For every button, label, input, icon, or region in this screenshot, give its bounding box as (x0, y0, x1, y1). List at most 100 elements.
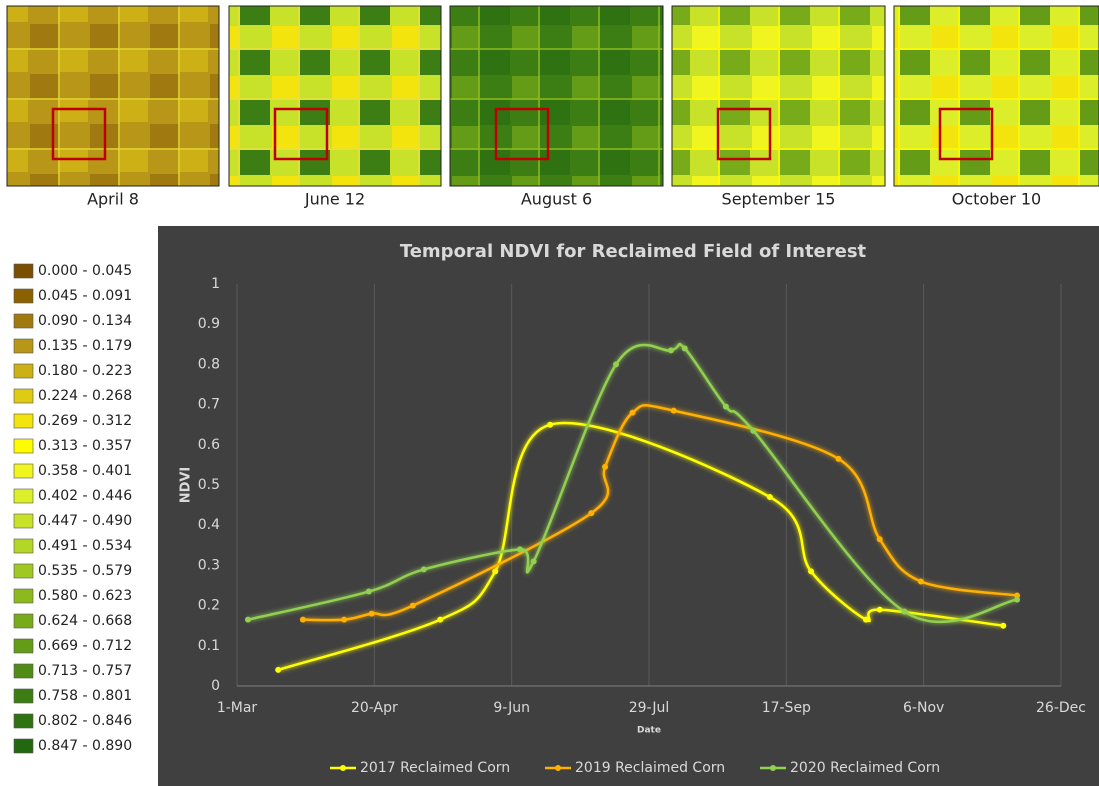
data-point (613, 361, 619, 367)
legend-swatch (14, 664, 33, 678)
legend-label: 0.135 - 0.179 (38, 338, 132, 354)
data-point (369, 611, 375, 617)
legend-label: 0.090 - 0.134 (38, 313, 132, 329)
data-point (341, 617, 347, 623)
data-point (918, 578, 924, 584)
data-point (300, 617, 306, 623)
legend-marker (340, 765, 346, 771)
legend-label: 0.180 - 0.223 (38, 363, 132, 379)
data-point (602, 464, 608, 470)
y-axis-title: NDVI (179, 467, 194, 504)
data-point (531, 558, 537, 564)
satellite-image (7, 6, 219, 186)
legend-label: 0.713 - 0.757 (38, 663, 132, 679)
data-point (682, 345, 688, 351)
legend-swatch (14, 439, 33, 453)
legend-swatch (14, 389, 33, 403)
legend-label: 0.045 - 0.091 (38, 288, 132, 304)
data-point (492, 568, 498, 574)
figure: Temporal NDVI for Reclaimed Field of Int… (0, 0, 1099, 786)
legend-swatch (14, 639, 33, 653)
x-tick-label: 6-Nov (903, 700, 944, 716)
y-tick-label: 1 (211, 276, 220, 292)
legend-swatch (14, 514, 33, 528)
image-caption: August 6 (521, 190, 592, 209)
data-point (588, 510, 594, 516)
image-caption: April 8 (87, 190, 139, 209)
legend-swatch (14, 289, 33, 303)
y-tick-label: 0.2 (198, 598, 220, 614)
y-tick-label: 0.3 (198, 557, 220, 573)
legend-label: 0.535 - 0.579 (38, 563, 132, 579)
satellite-image (672, 6, 885, 186)
x-tick-label: 9-Jun (493, 700, 530, 716)
y-tick-label: 0.9 (198, 316, 220, 332)
data-point (668, 347, 674, 353)
legend-label: 0.269 - 0.312 (38, 413, 132, 429)
legend-label: 0.580 - 0.623 (38, 588, 132, 604)
legend-label: 0.224 - 0.268 (38, 388, 132, 404)
data-point (723, 404, 729, 410)
legend-swatch (14, 314, 33, 328)
y-tick-label: 0.4 (198, 517, 220, 533)
x-tick-label: 17-Sep (762, 700, 811, 716)
legend-swatch (14, 614, 33, 628)
legend-label: 0.758 - 0.801 (38, 688, 132, 704)
data-point (1000, 623, 1006, 629)
x-axis-title: Date (637, 726, 661, 736)
data-point (750, 428, 756, 434)
legend-swatch (14, 464, 33, 478)
data-point (877, 536, 883, 542)
y-tick-label: 0 (211, 678, 220, 694)
data-point (421, 566, 427, 572)
legend-label: 0.000 - 0.045 (38, 263, 132, 279)
data-point (863, 617, 869, 623)
legend-swatch (14, 539, 33, 553)
legend-label: 2020 Reclaimed Corn (790, 760, 940, 776)
satellite-image (229, 6, 441, 186)
data-point (547, 422, 553, 428)
data-point (1014, 597, 1020, 603)
legend-marker (555, 765, 561, 771)
legend-label: 0.624 - 0.668 (38, 613, 132, 629)
legend-label: 0.313 - 0.357 (38, 438, 132, 454)
y-tick-label: 0.5 (198, 477, 220, 493)
data-point (671, 408, 677, 414)
legend-swatch (14, 414, 33, 428)
legend-label: 2017 Reclaimed Corn (360, 760, 510, 776)
y-tick-label: 0.7 (198, 397, 220, 413)
x-tick-label: 20-Apr (351, 700, 398, 716)
legend-swatch (14, 264, 33, 278)
y-tick-label: 0.1 (198, 638, 220, 654)
image-caption: September 15 (722, 190, 836, 209)
data-point (630, 410, 636, 416)
data-point (275, 667, 281, 673)
legend-swatch (14, 689, 33, 703)
x-tick-label: 29-Jul (629, 700, 670, 716)
x-tick-label: 26-Dec (1036, 700, 1086, 716)
x-tick-label: 1-Mar (217, 700, 258, 716)
data-point (836, 456, 842, 462)
legend-label: 0.847 - 0.890 (38, 738, 132, 754)
legend-label: 0.402 - 0.446 (38, 488, 132, 504)
legend-label: 0.669 - 0.712 (38, 638, 132, 654)
satellite-image (450, 6, 663, 186)
data-point (877, 607, 883, 613)
image-caption: June 12 (304, 190, 365, 209)
page: { "images": [ {"caption": "April 8"}, {"… (0, 0, 1099, 786)
y-tick-label: 0.6 (198, 437, 220, 453)
legend-label: 2019 Reclaimed Corn (575, 760, 725, 776)
data-point (437, 617, 443, 623)
legend-label: 0.491 - 0.534 (38, 538, 132, 554)
image-caption: October 10 (952, 190, 1041, 209)
data-point (410, 603, 416, 609)
legend-swatch (14, 739, 33, 753)
legend-swatch (14, 564, 33, 578)
data-point (245, 617, 251, 623)
data-point (517, 546, 523, 552)
legend-label: 0.358 - 0.401 (38, 463, 132, 479)
data-point (808, 568, 814, 574)
legend-swatch (14, 714, 33, 728)
legend-label: 0.447 - 0.490 (38, 513, 132, 529)
y-tick-label: 0.8 (198, 356, 220, 372)
